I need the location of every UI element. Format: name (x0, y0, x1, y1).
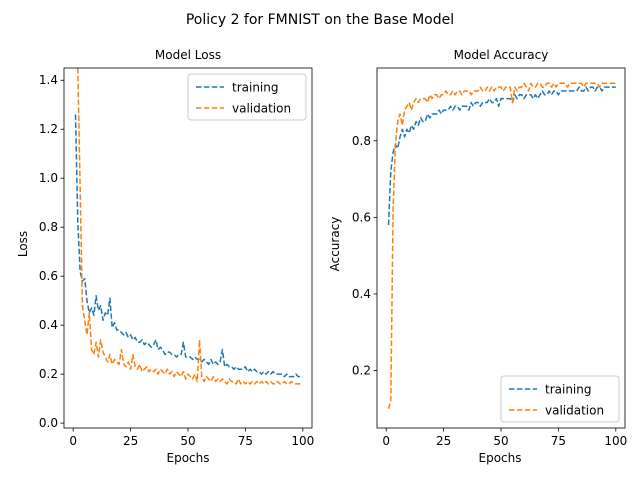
accuracy-chart-x-axis-label: Epochs (479, 451, 522, 465)
loss-chart: Model Loss Epochs Loss 0 25 50 75 100 0.0 0.2 0… (16, 48, 314, 465)
accuracy-x-tick-label: 100 (604, 434, 627, 448)
accuracy-chart: Model Accuracy Epochs Accuracy 0 25 50 75 10… (328, 48, 627, 465)
loss-y-tick-label: 1.4 (39, 73, 58, 87)
accuracy-x-tick-label: 0 (382, 434, 390, 448)
loss-x-tick-label: 75 (238, 434, 253, 448)
accuracy-chart-y-axis-label: Accuracy (328, 217, 342, 272)
loss-x-tick-label: 50 (180, 434, 195, 448)
accuracy-legend-label-training: training (545, 383, 592, 397)
loss-series-training (74, 114, 303, 378)
loss-chart-title: Model Loss (155, 48, 221, 62)
loss-series-validation (77, 68, 303, 385)
loss-y-tick-label: 0.4 (39, 318, 58, 332)
loss-legend-label-validation: validation (232, 102, 291, 116)
loss-x-tick-label: 100 (291, 434, 314, 448)
loss-x-tick-label: 0 (69, 434, 77, 448)
accuracy-series-validation (387, 82, 616, 410)
loss-chart-x-axis-label: Epochs (167, 451, 210, 465)
accuracy-series-training (387, 86, 616, 226)
loss-y-tick-label: 1.0 (39, 171, 58, 185)
accuracy-y-tick-label: 0.2 (352, 364, 371, 378)
accuracy-x-tick-label: 75 (551, 434, 566, 448)
accuracy-legend: training validation (500, 375, 620, 423)
accuracy-plot-frame (376, 67, 626, 429)
accuracy-legend-label-validation: validation (545, 404, 604, 418)
accuracy-chart-title: Model Accuracy (454, 48, 549, 62)
loss-y-tick-label: 0.8 (39, 220, 58, 234)
accuracy-x-tick-label: 25 (436, 434, 451, 448)
loss-y-tick-label: 1.2 (39, 122, 58, 136)
loss-y-tick-label: 0.0 (39, 416, 58, 430)
loss-chart-y-axis-label: Loss (16, 231, 30, 257)
loss-x-tick-label: 25 (123, 434, 138, 448)
accuracy-y-tick-label: 0.4 (352, 287, 371, 301)
loss-legend: training validation (187, 73, 307, 121)
loss-y-tick-label: 0.2 (39, 367, 58, 381)
loss-y-tick-label: 0.6 (39, 269, 58, 283)
loss-legend-label-training: training (232, 81, 279, 95)
accuracy-x-tick-label: 50 (493, 434, 508, 448)
accuracy-y-tick-label: 0.6 (352, 210, 371, 224)
accuracy-y-tick-label: 0.8 (352, 134, 371, 148)
figure-title: Policy 2 for FMNIST on the Base Model (186, 12, 454, 28)
